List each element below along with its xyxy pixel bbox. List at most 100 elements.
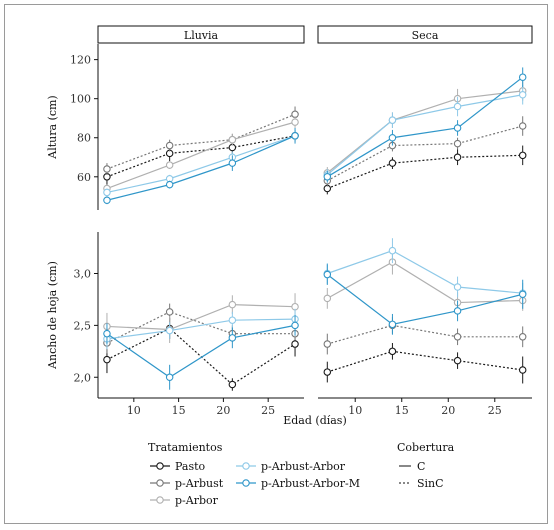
facet-strip-label-0: Lluvia — [184, 29, 219, 42]
data-point-ancho-1-p-Arbor-0 — [323, 294, 332, 303]
legend-key-point-p-Arbust-Arbor — [242, 462, 250, 470]
data-point-ancho-1-p-Arbust-Arbor-M-0 — [323, 270, 332, 279]
data-point-ancho-0-p-Arbust-1 — [165, 308, 174, 316]
facet-strip-label-1: Seca — [412, 29, 439, 42]
legend-key-point-Pasto — [156, 462, 164, 470]
legend-title-cover: Cobertura — [397, 441, 455, 454]
data-point-altura-0-p-Arbor-3 — [291, 118, 299, 126]
legend-label-p-Arbor: p-Arbor — [175, 494, 219, 507]
y-tick-label-ancho-2: 3,0 — [74, 268, 92, 281]
series-line-ancho-0-p-Arbust-Arbor-M — [106, 324, 296, 378]
data-point-ancho-0-p-Arbust-Arbor-2 — [228, 316, 237, 324]
data-point-ancho-0-p-Arbust-Arbor-1 — [165, 326, 174, 335]
series-line-altura-1-p-Arbust — [327, 125, 523, 182]
y-axis-title-ancho: Ancho de hoja (cm) — [46, 261, 59, 370]
series-line-ancho-1-p-Arbor — [327, 261, 523, 304]
series-line-altura-0-Pasto — [106, 135, 296, 178]
data-point-altura-1-p-Arbust-Arbor-M-2 — [453, 124, 462, 132]
data-point-altura-0-p-Arbust-Arbor-M-2 — [228, 159, 237, 167]
series-line-altura-0-p-Arbust — [106, 113, 296, 170]
legend-label-cover-SinC: SinC — [417, 477, 444, 490]
x-tick-label-1-3: 25 — [488, 404, 502, 417]
series-line-altura-0-p-Arbor — [106, 121, 296, 190]
series-line-ancho-1-p-Arbust — [327, 324, 523, 345]
data-point-ancho-0-p-Arbor-2 — [228, 300, 237, 309]
data-point-ancho-0-p-Arbust-Arbor-M-0 — [103, 329, 111, 338]
legend-label-p-Arbust: p-Arbust — [175, 477, 224, 490]
data-point-altura-0-p-Arbor-2 — [228, 135, 237, 144]
x-tick-label-0-3: 25 — [261, 404, 275, 417]
x-axis-title: Edad (días) — [283, 414, 347, 427]
data-point-altura-0-p-Arbust-1 — [165, 141, 174, 150]
x-tick-label-0-1: 15 — [172, 404, 186, 417]
data-point-ancho-1-p-Arbust-Arbor-2 — [453, 283, 462, 291]
data-point-ancho-0-Pasto-3 — [291, 340, 299, 348]
y-tick-label-altura-3: 120 — [70, 54, 91, 67]
data-point-ancho-1-Pasto-3 — [518, 366, 527, 374]
data-point-altura-1-Pasto-1 — [388, 159, 397, 167]
y-tick-label-ancho-0: 2,0 — [74, 371, 92, 384]
x-tick-label-1-0: 10 — [348, 404, 362, 417]
series-line-ancho-0-Pasto — [106, 327, 296, 386]
legend-label-Pasto: Pasto — [175, 460, 206, 473]
y-tick-label-ancho-1: 2,5 — [74, 319, 92, 332]
x-tick-label-0-0: 10 — [127, 404, 141, 417]
series-line-altura-1-p-Arbust-Arbor — [326, 94, 523, 176]
data-point-altura-1-p-Arbust-Arbor-M-3 — [518, 73, 527, 81]
data-point-altura-0-p-Arbust-0 — [103, 165, 111, 173]
series-line-altura-1-p-Arbust-Arbor-M — [326, 76, 524, 178]
series-line-altura-0-p-Arbust-Arbor-M — [106, 135, 296, 201]
data-point-altura-0-p-Arbor-1 — [165, 161, 174, 169]
data-point-altura-0-p-Arbust-Arbor-M-3 — [291, 132, 299, 140]
series-line-altura-1-p-Arbor — [326, 90, 523, 174]
series-line-altura-0-p-Arbust-Arbor — [106, 135, 296, 194]
data-point-altura-1-p-Arbust-Arbor-3 — [518, 91, 527, 99]
series-line-ancho-0-p-Arbor — [106, 304, 296, 331]
x-tick-label-0-2: 20 — [216, 404, 230, 417]
data-point-ancho-1-p-Arbust-0 — [323, 340, 332, 348]
data-point-altura-0-p-Arbust-Arbor-M-1 — [165, 180, 174, 189]
legend-label-p-Arbust-Arbor: p-Arbust-Arbor — [261, 460, 346, 473]
data-point-ancho-1-Pasto-0 — [323, 368, 332, 376]
data-point-altura-1-p-Arbust-2 — [453, 139, 462, 148]
x-tick-label-1-2: 20 — [441, 404, 455, 417]
legend-key-point-p-Arbust-Arbor-M — [242, 479, 250, 487]
y-axis-title-altura: Altura (cm) — [46, 95, 59, 159]
data-point-altura-1-p-Arbust-Arbor-M-0 — [323, 173, 332, 181]
data-point-ancho-1-Pasto-1 — [388, 347, 397, 356]
series-line-ancho-1-p-Arbust-Arbor — [327, 250, 523, 294]
data-point-ancho-0-p-Arbust-Arbor-M-3 — [291, 321, 299, 330]
data-point-ancho-0-p-Arbust-Arbor-M-2 — [228, 334, 237, 342]
data-point-altura-1-p-Arbust-Arbor-M-1 — [388, 133, 397, 142]
y-tick-label-altura-0: 60 — [77, 171, 91, 184]
data-point-ancho-1-Pasto-2 — [453, 356, 462, 365]
series-line-ancho-0-p-Arbust-Arbor — [106, 318, 296, 340]
facet-strip-0 — [97, 25, 305, 44]
series-line-altura-1-Pasto — [327, 154, 523, 190]
y-tick-label-altura-1: 80 — [77, 132, 91, 145]
data-point-ancho-1-p-Arbust-3 — [518, 333, 527, 341]
data-point-altura-1-p-Arbust-Arbor-1 — [388, 116, 397, 124]
data-point-ancho-1-p-Arbust-Arbor-M-2 — [453, 307, 462, 315]
data-point-ancho-0-p-Arbust-Arbor-M-1 — [165, 373, 174, 381]
data-point-ancho-1-p-Arbust-Arbor-M-3 — [518, 290, 527, 298]
data-point-ancho-0-Pasto-0 — [103, 355, 111, 364]
legend-label-p-Arbust-Arbor-M: p-Arbust-Arbor-M — [261, 477, 360, 490]
legend-title-treatments: Tratamientos — [148, 441, 223, 454]
data-point-ancho-1-p-Arbust-Arbor-1 — [388, 246, 397, 255]
data-point-altura-1-p-Arbust-3 — [518, 122, 527, 130]
y-tick-label-altura-2: 100 — [70, 93, 91, 106]
series-line-ancho-1-p-Arbust-Arbor-M — [326, 274, 523, 325]
legend-key-point-p-Arbust — [156, 479, 164, 487]
data-point-ancho-1-p-Arbust-2 — [453, 333, 462, 341]
data-point-altura-1-Pasto-2 — [453, 153, 462, 162]
data-point-altura-1-Pasto-3 — [518, 151, 527, 160]
data-point-ancho-0-Pasto-2 — [228, 380, 237, 389]
data-point-altura-0-p-Arbust-Arbor-M-0 — [103, 196, 111, 204]
facet-strip-1 — [317, 25, 533, 44]
legend-key-point-p-Arbor — [156, 496, 164, 504]
data-point-altura-0-p-Arbust-Arbor-0 — [103, 188, 111, 197]
series-line-ancho-1-Pasto — [327, 350, 523, 373]
data-point-ancho-1-p-Arbust-Arbor-M-1 — [388, 320, 397, 329]
